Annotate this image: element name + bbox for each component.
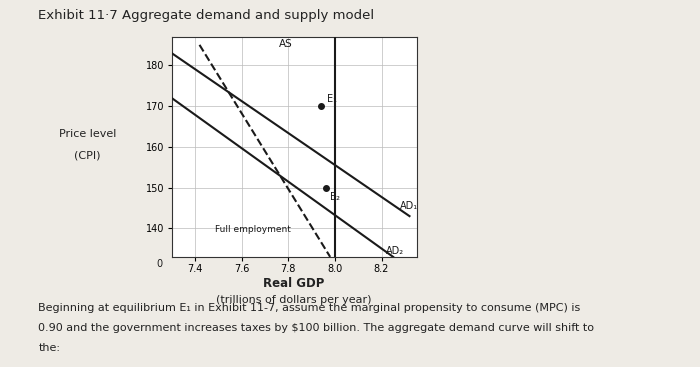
Text: (trillions of dollars per year): (trillions of dollars per year) — [216, 295, 372, 305]
Text: E₂: E₂ — [330, 192, 340, 201]
Text: E₁: E₁ — [327, 94, 337, 104]
Text: Beginning at equilibrium E₁ in Exhibit 11-7, assume the marginal propensity to c: Beginning at equilibrium E₁ in Exhibit 1… — [38, 303, 581, 313]
Text: Full employment: Full employment — [215, 225, 291, 235]
Text: Exhibit 11·7 Aggregate demand and supply model: Exhibit 11·7 Aggregate demand and supply… — [38, 9, 374, 22]
Text: AD₁: AD₁ — [400, 201, 419, 211]
Text: Real GDP: Real GDP — [263, 277, 325, 290]
Text: Price level: Price level — [59, 129, 116, 139]
Text: (CPI): (CPI) — [74, 151, 101, 161]
Text: 0.90 and the government increases taxes by $100 billion. The aggregate demand cu: 0.90 and the government increases taxes … — [38, 323, 594, 333]
Text: AS: AS — [279, 39, 293, 49]
Text: 0: 0 — [157, 259, 162, 269]
Text: the:: the: — [38, 343, 60, 353]
Text: AD₂: AD₂ — [386, 246, 405, 256]
